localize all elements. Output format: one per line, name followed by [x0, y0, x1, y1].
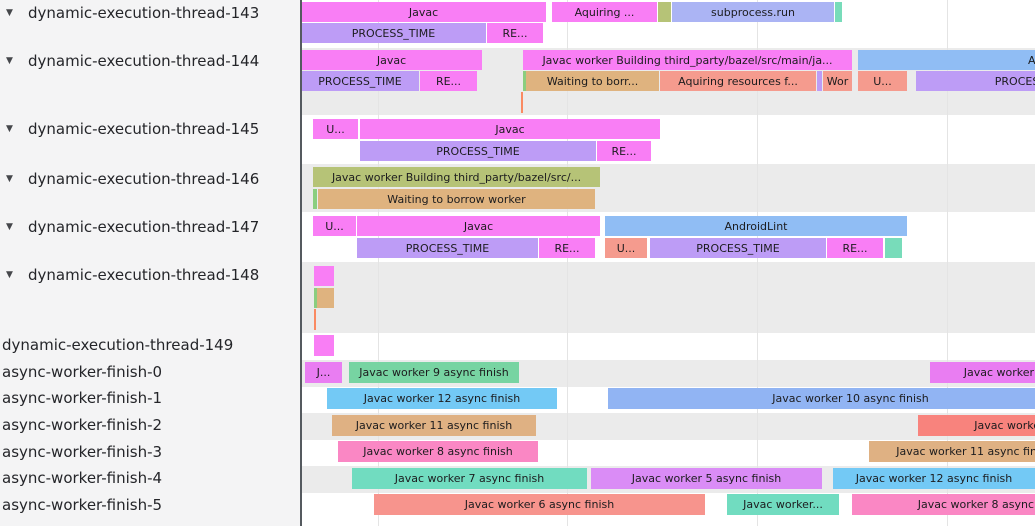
track-label: async-worker-finish-3: [2, 443, 163, 461]
timeline-slice[interactable]: Javac worker 12 async finish: [327, 388, 557, 409]
track-label: async-worker-finish-5: [2, 496, 163, 514]
track-row-async-worker-finish-4[interactable]: async-worker-finish-4: [0, 468, 300, 488]
expand-arrow-icon[interactable]: ▼: [6, 270, 13, 280]
timeline-slice[interactable]: Javac worker Building third_party/bazel/…: [523, 50, 852, 70]
timeline-slice[interactable]: AndroidLint: [858, 50, 1035, 70]
timeline-slice[interactable]: U...: [313, 216, 356, 236]
timeline-slice[interactable]: [314, 266, 334, 286]
timeline-slice[interactable]: [835, 2, 842, 22]
timeline-slice[interactable]: PROCESS_TIME: [301, 23, 486, 43]
track-row-dynamic-execution-thread-146[interactable]: ▼ dynamic-execution-thread-146: [0, 169, 300, 189]
gridline: [757, 0, 758, 526]
timeline-slice[interactable]: Javac: [357, 216, 600, 236]
timeline-slice[interactable]: Aquiring resources f...: [660, 71, 816, 91]
timeline-slice[interactable]: Aquiring ...: [552, 2, 657, 22]
timeline-slice[interactable]: RE...: [597, 141, 651, 161]
timeline-slice[interactable]: PROCESS_TIME: [357, 238, 538, 258]
timeline-slice[interactable]: Waiting to borrow worker: [318, 189, 595, 209]
expand-arrow-icon[interactable]: ▼: [6, 222, 13, 232]
gridline: [377, 0, 379, 526]
track-label: async-worker-finish-1: [2, 389, 163, 407]
track-label: dynamic-execution-thread-146: [28, 170, 260, 188]
timeline-slice[interactable]: Javac: [301, 2, 546, 22]
timeline-slice[interactable]: [885, 238, 902, 258]
track-row-dynamic-execution-thread-148[interactable]: ▼ dynamic-execution-thread-148: [0, 265, 300, 285]
track-row-dynamic-execution-thread-144[interactable]: ▼ dynamic-execution-thread-144: [0, 51, 300, 71]
timeline-slice[interactable]: J...: [305, 362, 342, 383]
timeline-slice[interactable]: [817, 71, 822, 91]
timeline-slice[interactable]: Javac worker 9 async finish: [930, 362, 1035, 383]
timeline-slice[interactable]: [313, 189, 317, 209]
gridline: [946, 0, 948, 526]
track-row-async-worker-finish-0[interactable]: async-worker-finish-0: [0, 362, 300, 382]
timeline-slice[interactable]: PROCESS_TIME: [916, 71, 1035, 91]
timeline-slice[interactable]: Javac worker 9 async finish: [349, 362, 519, 383]
timeline-slice[interactable]: Javac worker 5 async finish: [591, 468, 822, 489]
track-label: async-worker-finish-2: [2, 416, 163, 434]
expand-arrow-icon[interactable]: ▼: [6, 124, 13, 134]
track-row-dynamic-execution-thread-149[interactable]: dynamic-execution-thread-149: [0, 335, 300, 355]
timeline-slice[interactable]: Waiting to borr...: [526, 71, 659, 91]
track-row-async-worker-finish-1[interactable]: async-worker-finish-1: [0, 388, 300, 408]
timeline-slice[interactable]: Javac worker 12 async finish: [833, 468, 1035, 489]
gridline: [567, 0, 568, 526]
timeline-slice[interactable]: Wor: [823, 71, 852, 91]
timeline-slice[interactable]: Javac worker...: [727, 494, 839, 515]
track-row-async-worker-finish-5[interactable]: async-worker-finish-5: [0, 495, 300, 515]
timeline-divider: [300, 0, 302, 526]
track-row-dynamic-execution-thread-145[interactable]: ▼ dynamic-execution-thread-145: [0, 119, 300, 139]
track-name-sidebar: ▼ dynamic-execution-thread-143 ▼ dynamic-ex…: [0, 0, 300, 526]
track-row-dynamic-execution-thread-143[interactable]: ▼ dynamic-execution-thread-143: [0, 3, 300, 23]
timeline-slice[interactable]: [317, 288, 334, 308]
timeline-slice[interactable]: subprocess.run: [672, 2, 834, 22]
timeline-slice[interactable]: [314, 309, 316, 330]
timeline-slice[interactable]: U...: [858, 71, 907, 91]
track-label: dynamic-execution-thread-144: [28, 52, 260, 70]
timeline-slice[interactable]: Javac worker 8 async finish: [338, 441, 538, 462]
timeline-slice[interactable]: Javac worker 8 async finish: [852, 494, 1035, 515]
timeline-slice[interactable]: RE...: [539, 238, 595, 258]
track-row-async-worker-finish-3[interactable]: async-worker-finish-3: [0, 442, 300, 462]
timeline-slice[interactable]: [658, 2, 671, 22]
timeline-slice[interactable]: [314, 335, 334, 356]
timeline-slice[interactable]: Javac worker 6 async finish: [918, 415, 1035, 436]
timeline-slice[interactable]: Javac worker 7 async finish: [352, 468, 587, 489]
timeline-slice[interactable]: AndroidLint: [605, 216, 907, 236]
track-row-async-worker-finish-2[interactable]: async-worker-finish-2: [0, 415, 300, 435]
timeline-slice[interactable]: Javac worker 6 async finish: [374, 494, 705, 515]
timeline-slice[interactable]: Javac worker 11 async finish: [869, 441, 1035, 462]
timeline-slice[interactable]: Javac worker 10 async finish: [608, 388, 1035, 409]
track-label: async-worker-finish-4: [2, 469, 163, 487]
timeline-slice[interactable]: PROCESS_TIME: [301, 71, 419, 91]
timeline-slice[interactable]: RE...: [827, 238, 883, 258]
timeline-slice[interactable]: U...: [605, 238, 647, 258]
expand-arrow-icon[interactable]: ▼: [6, 174, 13, 184]
timeline-slice[interactable]: Javac: [301, 50, 482, 70]
track-label: dynamic-execution-thread-143: [28, 4, 260, 22]
expand-arrow-icon[interactable]: ▼: [6, 56, 13, 66]
timeline-slice[interactable]: RE...: [487, 23, 543, 43]
timeline-slice[interactable]: [521, 92, 523, 113]
timeline-slice[interactable]: Javac worker Building third_party/bazel/…: [313, 167, 600, 187]
timeline-slice[interactable]: U...: [313, 119, 358, 139]
row-band: [301, 262, 1035, 333]
track-label: dynamic-execution-thread-147: [28, 218, 260, 236]
timeline-slice[interactable]: [523, 71, 526, 91]
timeline-slice[interactable]: Javac: [360, 119, 660, 139]
expand-arrow-icon[interactable]: ▼: [6, 8, 13, 18]
track-label: dynamic-execution-thread-148: [28, 266, 260, 284]
track-label: async-worker-finish-0: [2, 363, 163, 381]
timeline-slice[interactable]: PROCESS_TIME: [650, 238, 826, 258]
timeline-slice[interactable]: [314, 288, 317, 308]
timeline-slice[interactable]: Javac worker 11 async finish: [332, 415, 536, 436]
timeline-slice[interactable]: PROCESS_TIME: [360, 141, 596, 161]
track-label: dynamic-execution-thread-149: [2, 336, 234, 354]
track-label: dynamic-execution-thread-145: [28, 120, 260, 138]
timeline-slice[interactable]: RE...: [420, 71, 477, 91]
track-row-dynamic-execution-thread-147[interactable]: ▼ dynamic-execution-thread-147: [0, 217, 300, 237]
